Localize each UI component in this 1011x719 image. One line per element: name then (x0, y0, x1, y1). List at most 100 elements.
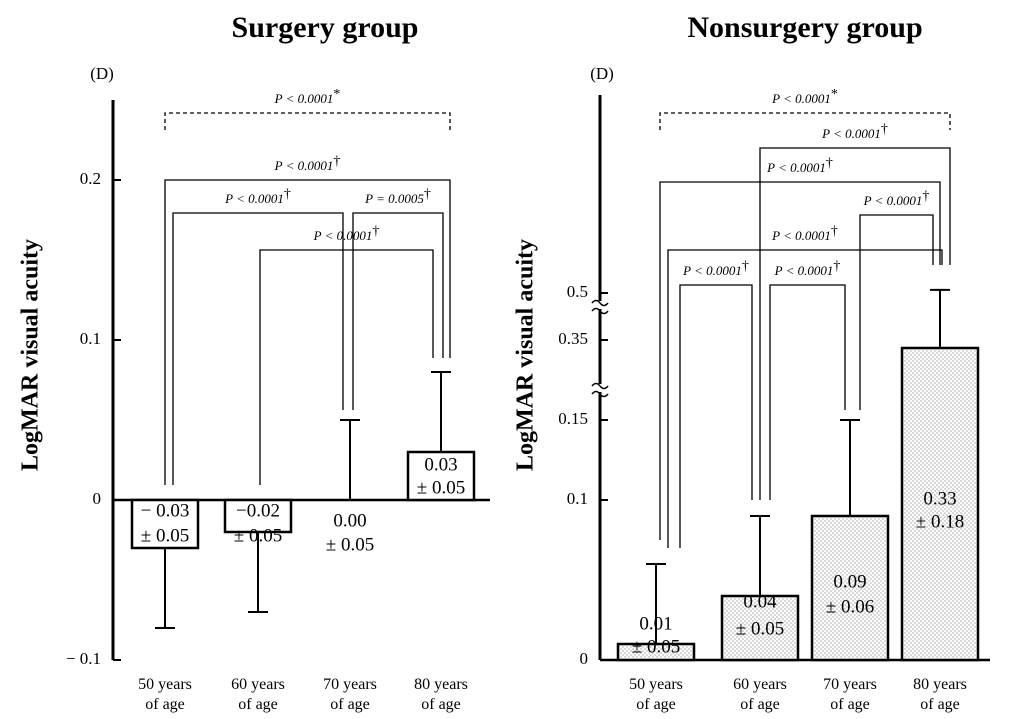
bar (223, 498, 293, 534)
value-label: 0.33 (923, 488, 956, 509)
comparison-label: P < 0.0001† (766, 156, 833, 175)
significance-symbol: † (742, 259, 749, 274)
comparison-bracket (667, 249, 943, 548)
error-label: ± 0.18 (916, 511, 964, 532)
x-tick-label: 60 years of age (733, 676, 787, 713)
axis-break-line (591, 382, 609, 390)
axis-break-line (591, 390, 609, 398)
p-value: P < 0.0001 (224, 191, 284, 206)
significance-symbol: † (333, 154, 340, 169)
axis-break-line (591, 307, 609, 315)
p-value: P < 0.0001 (821, 126, 881, 141)
p-value: P = 0.0005 (364, 191, 424, 206)
axis-break (592, 301, 608, 309)
error-label: ± 0.06 (826, 596, 874, 617)
p-value: P < 0.0001 (313, 228, 373, 243)
value-label: 0.00 (333, 510, 366, 531)
value-label: 0.04 (743, 591, 777, 612)
significance-symbol: † (831, 224, 838, 239)
p-value: P < 0.0001 (771, 91, 831, 106)
comparison-label: P < 0.0001* (771, 87, 838, 106)
significance-symbol: † (372, 224, 379, 239)
significance-symbol: † (833, 259, 840, 274)
significance-symbol: † (424, 187, 431, 202)
error-label: ± 0.05 (234, 525, 282, 546)
significance-symbol: * (831, 87, 838, 102)
comparison-label: P < 0.0001* (274, 87, 341, 106)
bar (900, 346, 980, 662)
p-value: P < 0.0001 (682, 263, 742, 278)
value-label: 0.01 (639, 613, 672, 634)
x-tick-label: 70 years of age (823, 676, 877, 713)
comparison-label: P < 0.0001† (313, 224, 380, 243)
y-tick-label: 0.2 (80, 169, 101, 188)
bar (810, 514, 890, 662)
significance-symbol: † (826, 156, 833, 171)
error-label: ± 0.05 (326, 534, 374, 555)
comparison-bracket (769, 284, 846, 500)
comparison-bracket (759, 147, 951, 500)
comparison-label: P < 0.0001† (821, 122, 888, 141)
bar (616, 642, 696, 662)
y-tick-label: 0.1 (567, 489, 588, 508)
comparison-bracket (679, 284, 753, 548)
comparison-bracket (859, 214, 934, 410)
panel-label: (D) (590, 64, 614, 83)
comparison-bracket (164, 112, 451, 130)
p-value: P < 0.0001 (771, 228, 831, 243)
value-label: 0.03 (424, 454, 457, 475)
value-label: − 0.03 (141, 500, 190, 521)
y-axis-label: LogMAR visual acuity (18, 239, 44, 471)
significance-symbol: † (284, 187, 291, 202)
comparison-bracket (659, 112, 951, 130)
comparison-label: P < 0.0001† (774, 259, 841, 278)
panel-title: Surgery group (232, 11, 419, 44)
axis-break (592, 384, 608, 392)
panel-label: (D) (90, 64, 114, 83)
error-label: ± 0.05 (736, 618, 784, 639)
p-value: P < 0.0001 (774, 263, 834, 278)
bar (720, 594, 800, 662)
comparison-bracket (172, 212, 344, 485)
p-value: P < 0.0001 (863, 193, 923, 208)
x-tick-label: 80 years of age (913, 676, 967, 713)
comparison-bracket (164, 179, 451, 485)
comparison-label: P < 0.0001† (863, 189, 930, 208)
y-tick-label: 0.15 (558, 409, 588, 428)
significance-symbol: * (333, 87, 340, 102)
comparison-label: P < 0.0001† (224, 187, 291, 206)
p-value: P < 0.0001 (274, 158, 334, 173)
y-tick-label: 0 (93, 489, 102, 508)
error-label: ± 0.05 (141, 525, 189, 546)
y-axis-label: LogMAR visual acuity (513, 239, 539, 471)
p-value: P < 0.0001 (274, 91, 334, 106)
significance-symbol: † (881, 122, 888, 137)
comparison-label: P = 0.0005† (364, 187, 431, 206)
bar (406, 450, 476, 502)
value-label: 0.09 (833, 571, 866, 592)
axis-break-line (591, 299, 609, 307)
y-tick-label: 0 (580, 649, 589, 668)
comparison-label: P < 0.0001† (771, 224, 838, 243)
x-tick-label: 70 years of age (323, 676, 377, 713)
panel-title: Nonsurgery group (687, 11, 922, 44)
comparison-bracket (659, 181, 941, 540)
value-label: −0.02 (236, 500, 280, 521)
error-label: ± 0.05 (632, 636, 680, 657)
bar (130, 498, 200, 550)
y-tick-label: 0.35 (558, 329, 588, 348)
comparison-label: P < 0.0001† (274, 154, 341, 173)
x-tick-label: 50 years of age (629, 676, 683, 713)
x-tick-label: 60 years of age (231, 676, 285, 713)
y-tick-label: − 0.1 (66, 649, 101, 668)
y-tick-label: 0.5 (567, 282, 588, 301)
x-tick-label: 50 years of age (138, 676, 192, 713)
p-value: P < 0.0001 (766, 160, 826, 175)
x-tick-label: 80 years of age (414, 676, 468, 713)
y-tick-label: 0.1 (80, 329, 101, 348)
comparison-bracket (352, 212, 444, 410)
comparison-label: P < 0.0001† (682, 259, 749, 278)
significance-symbol: † (922, 189, 929, 204)
